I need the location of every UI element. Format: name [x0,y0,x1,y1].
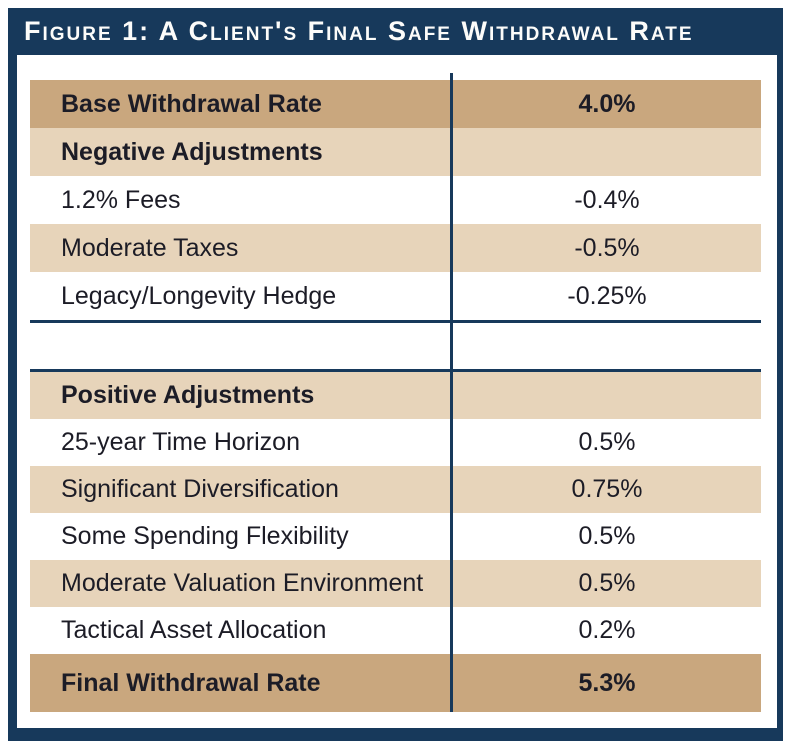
table-row: Tactical Asset Allocation 0.2% [30,607,761,654]
row-value: 0.5% [578,428,636,456]
row-label: Base Withdrawal Rate [61,89,322,118]
table-top-spacer [30,73,761,80]
row-label: 1.2% Fees [61,185,181,214]
row-value: 5.3% [578,668,636,697]
frame-border-bottom [8,728,783,741]
withdrawal-rate-table: Base Withdrawal Rate 4.0% Negative Adjustm… [30,73,761,712]
separator-row [30,320,761,372]
row-value: 0.75% [571,475,643,503]
figure-header-bar: Figure 1: A Client's Final Safe Withdraw… [8,8,783,55]
column-divider [450,73,453,712]
row-label: Some Spending Flexibility [61,522,349,550]
row-value: 0.5% [578,522,636,550]
table-row: Final Withdrawal Rate 5.3% [30,654,761,712]
row-label: Final Withdrawal Rate [61,668,321,697]
table-row: Some Spending Flexibility 0.5% [30,513,761,560]
row-label: Moderate Valuation Environment [61,569,424,597]
row-label: Tactical Asset Allocation [61,616,327,644]
row-value [453,128,761,176]
row-label: Significant Diversification [61,475,339,503]
row-value: -0.4% [574,185,640,214]
row-value: 0.2% [578,616,636,644]
row-value: 0.5% [578,569,636,597]
row-label: Positive Adjustments [61,381,315,409]
figure-frame: Figure 1: A Client's Final Safe Withdraw… [8,8,783,741]
row-value: 4.0% [578,89,636,118]
table-section-negative: Base Withdrawal Rate 4.0% Negative Adjustm… [30,80,761,320]
table-row: Negative Adjustments [30,128,761,176]
table-section-positive: Positive Adjustments 25-year Time Horizon… [30,372,761,712]
table-row: Legacy/Longevity Hedge -0.25% [30,272,761,320]
table-row: Base Withdrawal Rate 4.0% [30,80,761,128]
table-row: Moderate Valuation Environment 0.5% [30,560,761,607]
table-row: 1.2% Fees -0.4% [30,176,761,224]
row-label: 25-year Time Horizon [61,428,300,456]
row-label: Moderate Taxes [61,233,239,262]
table-row: 25-year Time Horizon 0.5% [30,419,761,466]
frame-border-right [777,55,783,741]
figure-title: Figure 1: A Client's Final Safe Withdraw… [24,16,694,46]
table-row: Significant Diversification 0.75% [30,466,761,513]
row-value [453,372,761,419]
row-label: Negative Adjustments [61,137,323,166]
row-label: Legacy/Longevity Hedge [61,281,337,310]
frame-border-left [8,55,17,741]
table-row: Positive Adjustments [30,372,761,419]
row-value: -0.5% [574,233,640,262]
table-row: Moderate Taxes -0.5% [30,224,761,272]
row-value: -0.25% [567,281,647,310]
